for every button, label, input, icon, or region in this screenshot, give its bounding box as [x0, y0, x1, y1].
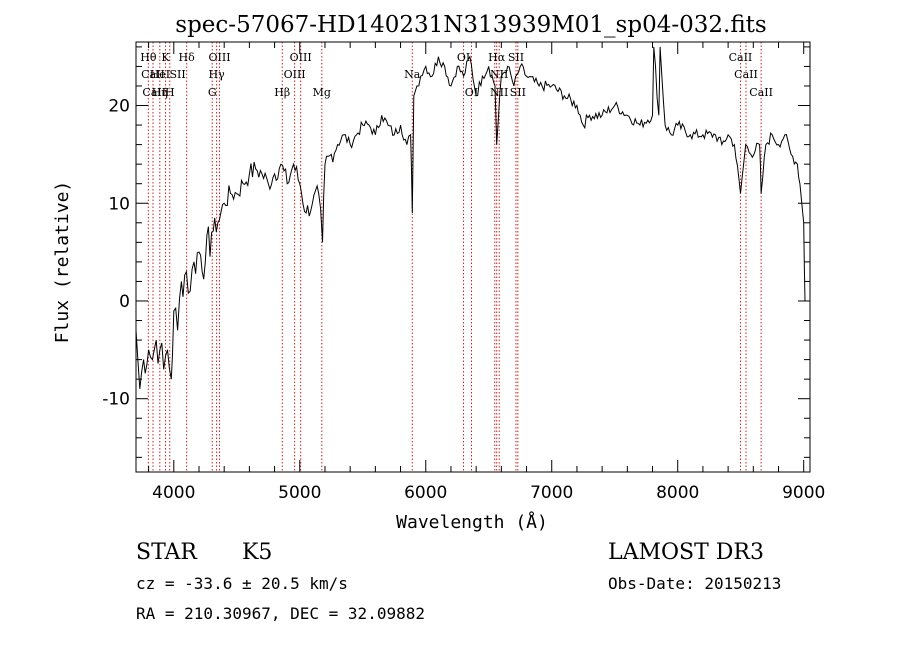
- line-markers: [147, 42, 762, 472]
- line-label: Na: [404, 68, 421, 81]
- coordinates: RA = 210.30967, DEC = 32.09882: [136, 604, 425, 623]
- line-label: SII: [169, 68, 185, 81]
- line-label: OI: [457, 51, 470, 64]
- x-tick-label: 8000: [656, 483, 699, 503]
- spectrum-line: [135, 46, 806, 389]
- line-label: Hη: [152, 86, 168, 99]
- line-label: G: [208, 86, 217, 99]
- line-label: Hα: [488, 51, 506, 64]
- object-class: STAR: [136, 540, 197, 565]
- line-label: CaII: [142, 86, 166, 99]
- x-tick-label: 9000: [782, 483, 825, 503]
- line-label: SII: [510, 86, 526, 99]
- line-label: Hδ: [179, 51, 196, 64]
- x-axis: 4000 5000 6000 7000 8000 9000: [148, 42, 825, 503]
- x-tick-label: 7000: [530, 483, 573, 503]
- x-tick-label: 4000: [152, 483, 195, 503]
- line-label: OIII: [208, 51, 230, 64]
- line-label: CaII: [729, 51, 753, 64]
- line-label: Hβ: [274, 86, 290, 99]
- line-label: CaII: [734, 68, 758, 81]
- obs-date: Obs-Date: 20150213: [608, 574, 782, 593]
- object-subclass: K5: [242, 540, 273, 565]
- line-label: H: [165, 86, 175, 99]
- line-label: NII: [490, 68, 508, 81]
- line-label: Mg: [313, 86, 331, 99]
- survey-name: LAMOST DR3: [608, 540, 764, 565]
- line-label: Hθ: [140, 51, 157, 64]
- y-tick-label: 0: [119, 292, 130, 312]
- x-axis-label: Wavelength (Å): [396, 511, 548, 533]
- y-tick-label: 20: [108, 97, 130, 117]
- plot-frame: [135, 41, 811, 473]
- y-axis: -10 0 10 20: [102, 46, 810, 458]
- chart-title: spec-57067-HD140231N313939M01_sp04-032.f…: [175, 12, 766, 38]
- x-tick-label: 5000: [278, 483, 321, 503]
- line-label: OIII: [284, 68, 306, 81]
- line-label: HeI: [150, 68, 170, 81]
- y-axis-label: Flux (relative): [52, 181, 73, 344]
- line-label: OIII: [290, 51, 312, 64]
- line-label: Hγ: [209, 68, 226, 81]
- redshift-line: cz = -33.6 ± 20.5 km/s: [136, 574, 348, 593]
- line-label: CaII: [749, 86, 773, 99]
- line-label: K: [161, 51, 170, 64]
- line-label: SII: [508, 51, 524, 64]
- line-label: OI: [465, 86, 478, 99]
- y-tick-label: -10: [102, 390, 130, 410]
- x-tick-label: 6000: [404, 483, 447, 503]
- line-label: CaII: [141, 68, 165, 81]
- y-tick-label: 10: [108, 194, 130, 214]
